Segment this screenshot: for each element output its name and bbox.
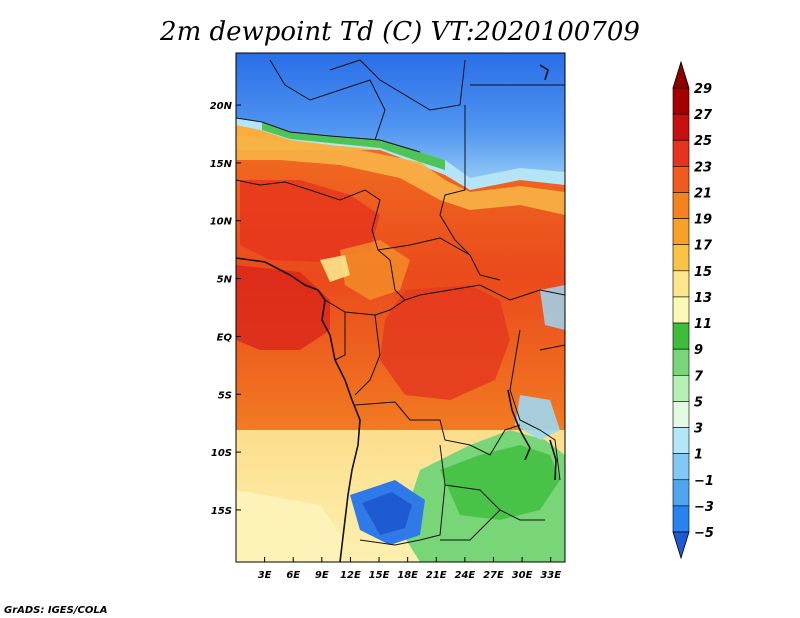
colorbar-label: 29 (694, 82, 712, 97)
lat-label: 10S (211, 448, 232, 459)
border-angola-namibia (359, 444, 446, 546)
colorbar-label: 13 (694, 291, 712, 306)
colorbar-label: 23 (694, 160, 712, 175)
colorbar-segment (672, 348, 690, 376)
chart-title: 2m dewpoint Td (C) VT:2020100709 (159, 17, 640, 47)
colorbar-segment (672, 296, 690, 324)
border-libya-west (329, 59, 381, 81)
colorbar-label: −3 (694, 500, 714, 515)
colorbar-segment (672, 166, 690, 193)
longitude-axis: 3E 6E 9E 12E 15E 18E 21E 24E 27E 30E 33E (258, 557, 561, 581)
colorbar-label: 25 (694, 134, 712, 149)
colorbar-min-arrow (672, 531, 690, 560)
dewpoint-field (236, 53, 565, 562)
border-car-drc-south-sudan (389, 259, 565, 301)
border-east-lakes (509, 329, 561, 481)
zambia-moist-region (440, 445, 560, 520)
colorbar-label: 3 (694, 422, 703, 437)
grads-credit: GrADS: IGES/COLA (4, 605, 107, 616)
colorbar-segment (672, 270, 690, 298)
colorbar-label: 5 (694, 395, 703, 410)
border-chad-sudan (439, 105, 501, 281)
colorbar-segment (672, 322, 690, 350)
lon-label: 6E (286, 570, 300, 581)
border-libya-chad (379, 59, 466, 111)
colorbar-label: −1 (694, 474, 714, 489)
lon-label: 9E (315, 570, 329, 581)
lon-label: 3E (258, 570, 272, 581)
lat-label: 10N (210, 217, 233, 228)
lon-label: 30E (512, 570, 533, 581)
lat-label: 20N (210, 101, 233, 112)
border-car-north (377, 237, 471, 256)
colorbar-segment (672, 87, 690, 115)
lat-label: 15S (211, 506, 232, 517)
colorbar-segment (672, 192, 690, 219)
colorbar-segment (672, 218, 690, 246)
colorbar-segment (672, 139, 690, 167)
colorbar-label: 1 (694, 448, 703, 463)
lon-label: 27E (483, 570, 504, 581)
lon-label: 15E (369, 570, 390, 581)
south-atlantic-moderate (236, 490, 345, 562)
colorbar-label: −5 (694, 526, 714, 541)
colorbar-label: 15 (694, 265, 712, 280)
colorbar: 29 27 25 23 21 19 17 15 13 11 9 7 5 3 1 −1 −3 −5 (672, 60, 714, 560)
lake-malawi (549, 439, 557, 481)
highland-east-dry (540, 285, 565, 330)
west-africa-high-dewpoint (240, 180, 380, 262)
colorbar-segment (672, 505, 690, 533)
lon-label: 12E (340, 570, 361, 581)
colorbar-label: 21 (694, 186, 712, 201)
colorbar-segment (672, 374, 690, 402)
east-africa-dry-patch (515, 395, 560, 440)
colorbar-max-arrow (672, 60, 690, 89)
colorbar-segment (672, 401, 690, 428)
border-botswana (440, 509, 501, 541)
border-congo-drc (354, 314, 381, 396)
lat-label: 5N (217, 275, 233, 286)
angola-driest-core (362, 492, 412, 535)
lon-label: 21E (426, 570, 447, 581)
lon-label: 33E (540, 570, 561, 581)
lake-tanganyika (507, 389, 531, 461)
lon-label: 18E (397, 570, 418, 581)
border-kenya-uganda (539, 344, 565, 351)
colorbar-label: 19 (694, 213, 712, 228)
colorbar-label: 7 (694, 369, 704, 384)
colorbar-label: 17 (694, 239, 713, 254)
border-gabon (334, 312, 346, 361)
cameroon-plateau-moderate (340, 240, 410, 300)
colorbar-segment (672, 479, 690, 507)
country-borders (236, 59, 565, 562)
lon-label: 24E (454, 570, 475, 581)
colorbar-segment (672, 244, 690, 272)
border-nigeria (236, 179, 391, 261)
lat-label: 15N (210, 159, 233, 170)
colorbar-label: 9 (694, 343, 703, 358)
sahara-dry-region (236, 53, 565, 178)
colorbar-segment (672, 453, 690, 481)
border-drc-angola-zambia (354, 401, 521, 456)
latitude-axis: 20N 15N 10N 5N EQ 5S 10S 15S (210, 101, 241, 517)
sahel-moist-transition (236, 135, 565, 215)
colorbar-label: 11 (694, 317, 712, 332)
highland-low-dewpoint (320, 255, 350, 282)
red-sea-coast (539, 64, 549, 81)
lat-label: EQ (217, 332, 233, 343)
congo-basin-high-dewpoint (380, 285, 510, 400)
border-north-sahel (236, 117, 421, 153)
map-frame (235, 52, 566, 563)
lat-label: 5S (218, 390, 232, 401)
colorbar-segment (672, 113, 690, 141)
colorbar-label: 27 (694, 108, 713, 123)
border-algeria-niger (269, 59, 386, 141)
colorbar-segment (672, 427, 690, 454)
